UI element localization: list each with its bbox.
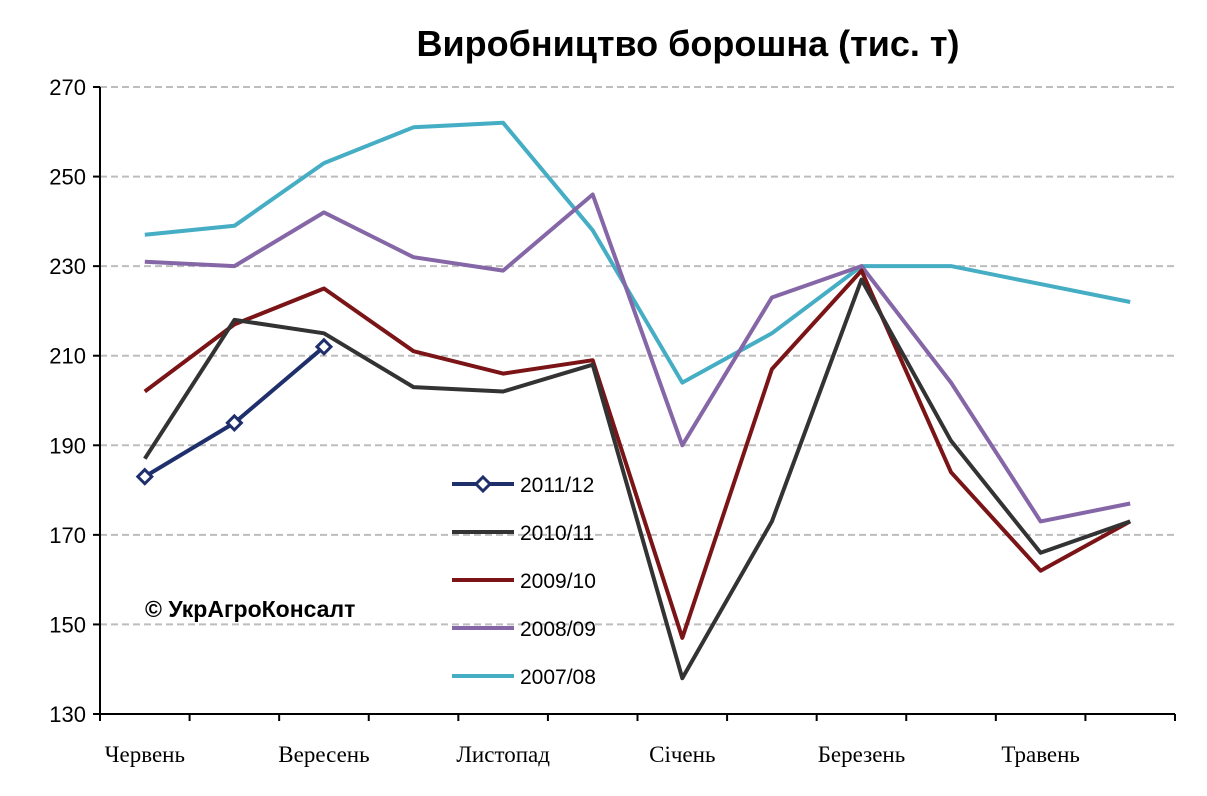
legend-marker: [473, 474, 493, 494]
series-line: [144, 192, 1131, 524]
series-line: [143, 277, 1131, 681]
series-2011-12: [135, 337, 334, 486]
series-line: [143, 345, 326, 479]
series-lines: [135, 120, 1132, 681]
series-2007-08: [144, 120, 1131, 385]
legend-label: 2007/08: [520, 666, 596, 689]
legend-label: 2009/10: [520, 570, 596, 593]
data-point-marker: [135, 467, 154, 486]
y-tick-label: 250: [49, 165, 86, 190]
legend-label: 2008/09: [520, 618, 596, 641]
legend-label: 2010/11: [520, 522, 594, 545]
legend: 2011/12 2010/11 2009/10 2008/09 2007/08: [452, 474, 596, 689]
legend-item-2011-12: 2011/12: [452, 474, 594, 497]
series-2010-11: [143, 277, 1131, 681]
series-2008-09: [144, 192, 1131, 524]
watermark-text: © УкрАгроКонсалт: [145, 596, 355, 622]
axes: 130 150 170 190 210 230 250 270 Червень Вересень Л…: [49, 75, 1176, 767]
y-tick-label: 230: [49, 254, 86, 279]
legend-item-2008-09: 2008/09: [452, 618, 596, 641]
series-2009-10: [143, 268, 1132, 640]
x-tick-label: Січень: [649, 742, 715, 767]
y-tick-label: 270: [49, 75, 86, 100]
x-tick-label: Травень: [1001, 742, 1080, 767]
series-line: [143, 268, 1132, 640]
chart-title: Виробництво борошна (тис. т): [416, 23, 959, 64]
legend-item-2007-08: 2007/08: [452, 666, 596, 689]
data-point-marker: [225, 413, 244, 433]
x-tick-label: Червень: [105, 742, 185, 767]
series-line: [144, 120, 1131, 385]
legend-label: 2011/12: [520, 474, 594, 497]
y-tick-label: 170: [49, 523, 86, 548]
legend-item-2010-11: 2010/11: [452, 522, 594, 545]
gridlines: [100, 86, 1175, 626]
y-tick-label: 210: [49, 344, 86, 369]
data-point-marker: [314, 337, 334, 356]
x-tick-label: Вересень: [278, 742, 369, 767]
y-tick-label: 190: [49, 433, 86, 458]
y-tick-label: 150: [49, 612, 86, 637]
x-tick-label: Березень: [818, 742, 906, 767]
x-tick-label: Листопад: [456, 742, 550, 767]
legend-item-2009-10: 2009/10: [452, 570, 596, 593]
y-tick-label: 130: [49, 702, 86, 727]
